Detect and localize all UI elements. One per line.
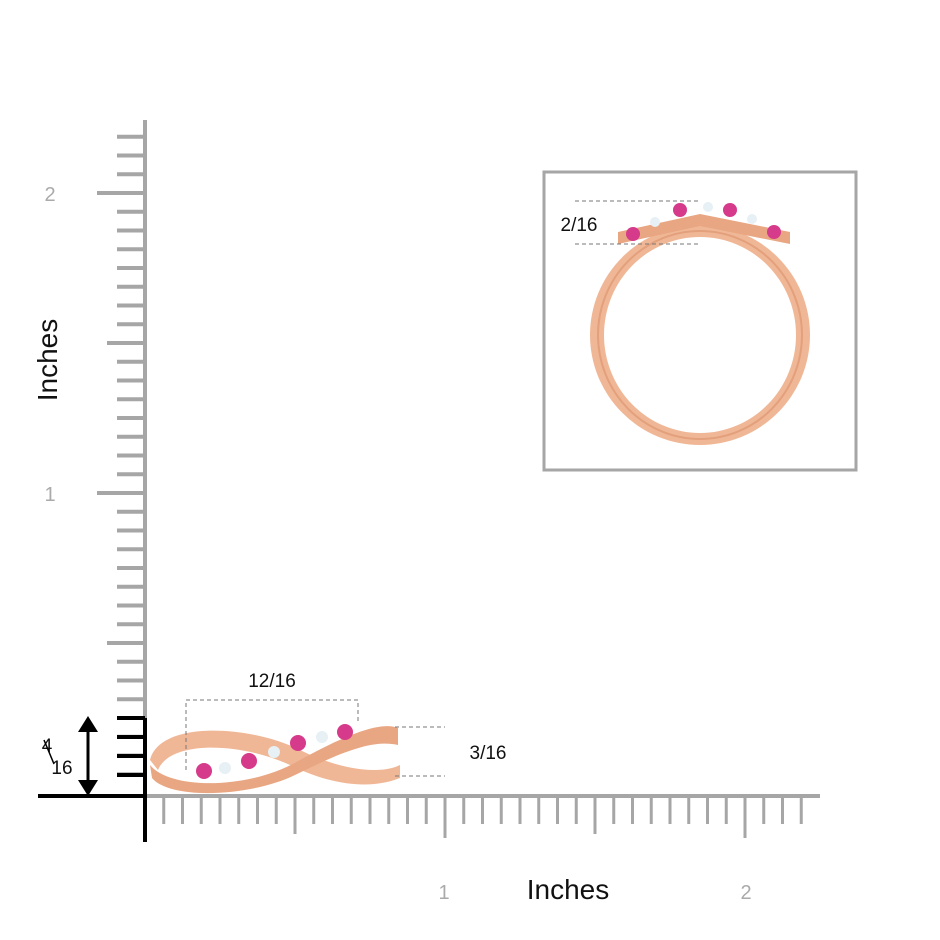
ring-front-view: [590, 202, 810, 445]
fraction-slash: [43, 739, 55, 765]
ring-side-view: [150, 724, 400, 794]
y-tick-label: 1: [44, 484, 55, 506]
dimension-line: [185, 699, 359, 770]
dimension-label: 2/16: [561, 215, 598, 236]
dimension-label: 16: [51, 758, 72, 779]
x-tick-label: 1: [438, 882, 449, 904]
dimension-label: 12/16: [248, 671, 296, 692]
dimension-label: 3/16: [470, 743, 507, 764]
rulers: [38, 120, 820, 842]
y-axis-label: Inches: [32, 319, 63, 402]
x-tick-label: 2: [740, 882, 751, 904]
inset-frame: [542, 170, 858, 472]
x-axis-label: Inches: [527, 874, 610, 905]
y-tick-label: 2: [44, 184, 55, 206]
arrow-heads: [78, 716, 98, 796]
